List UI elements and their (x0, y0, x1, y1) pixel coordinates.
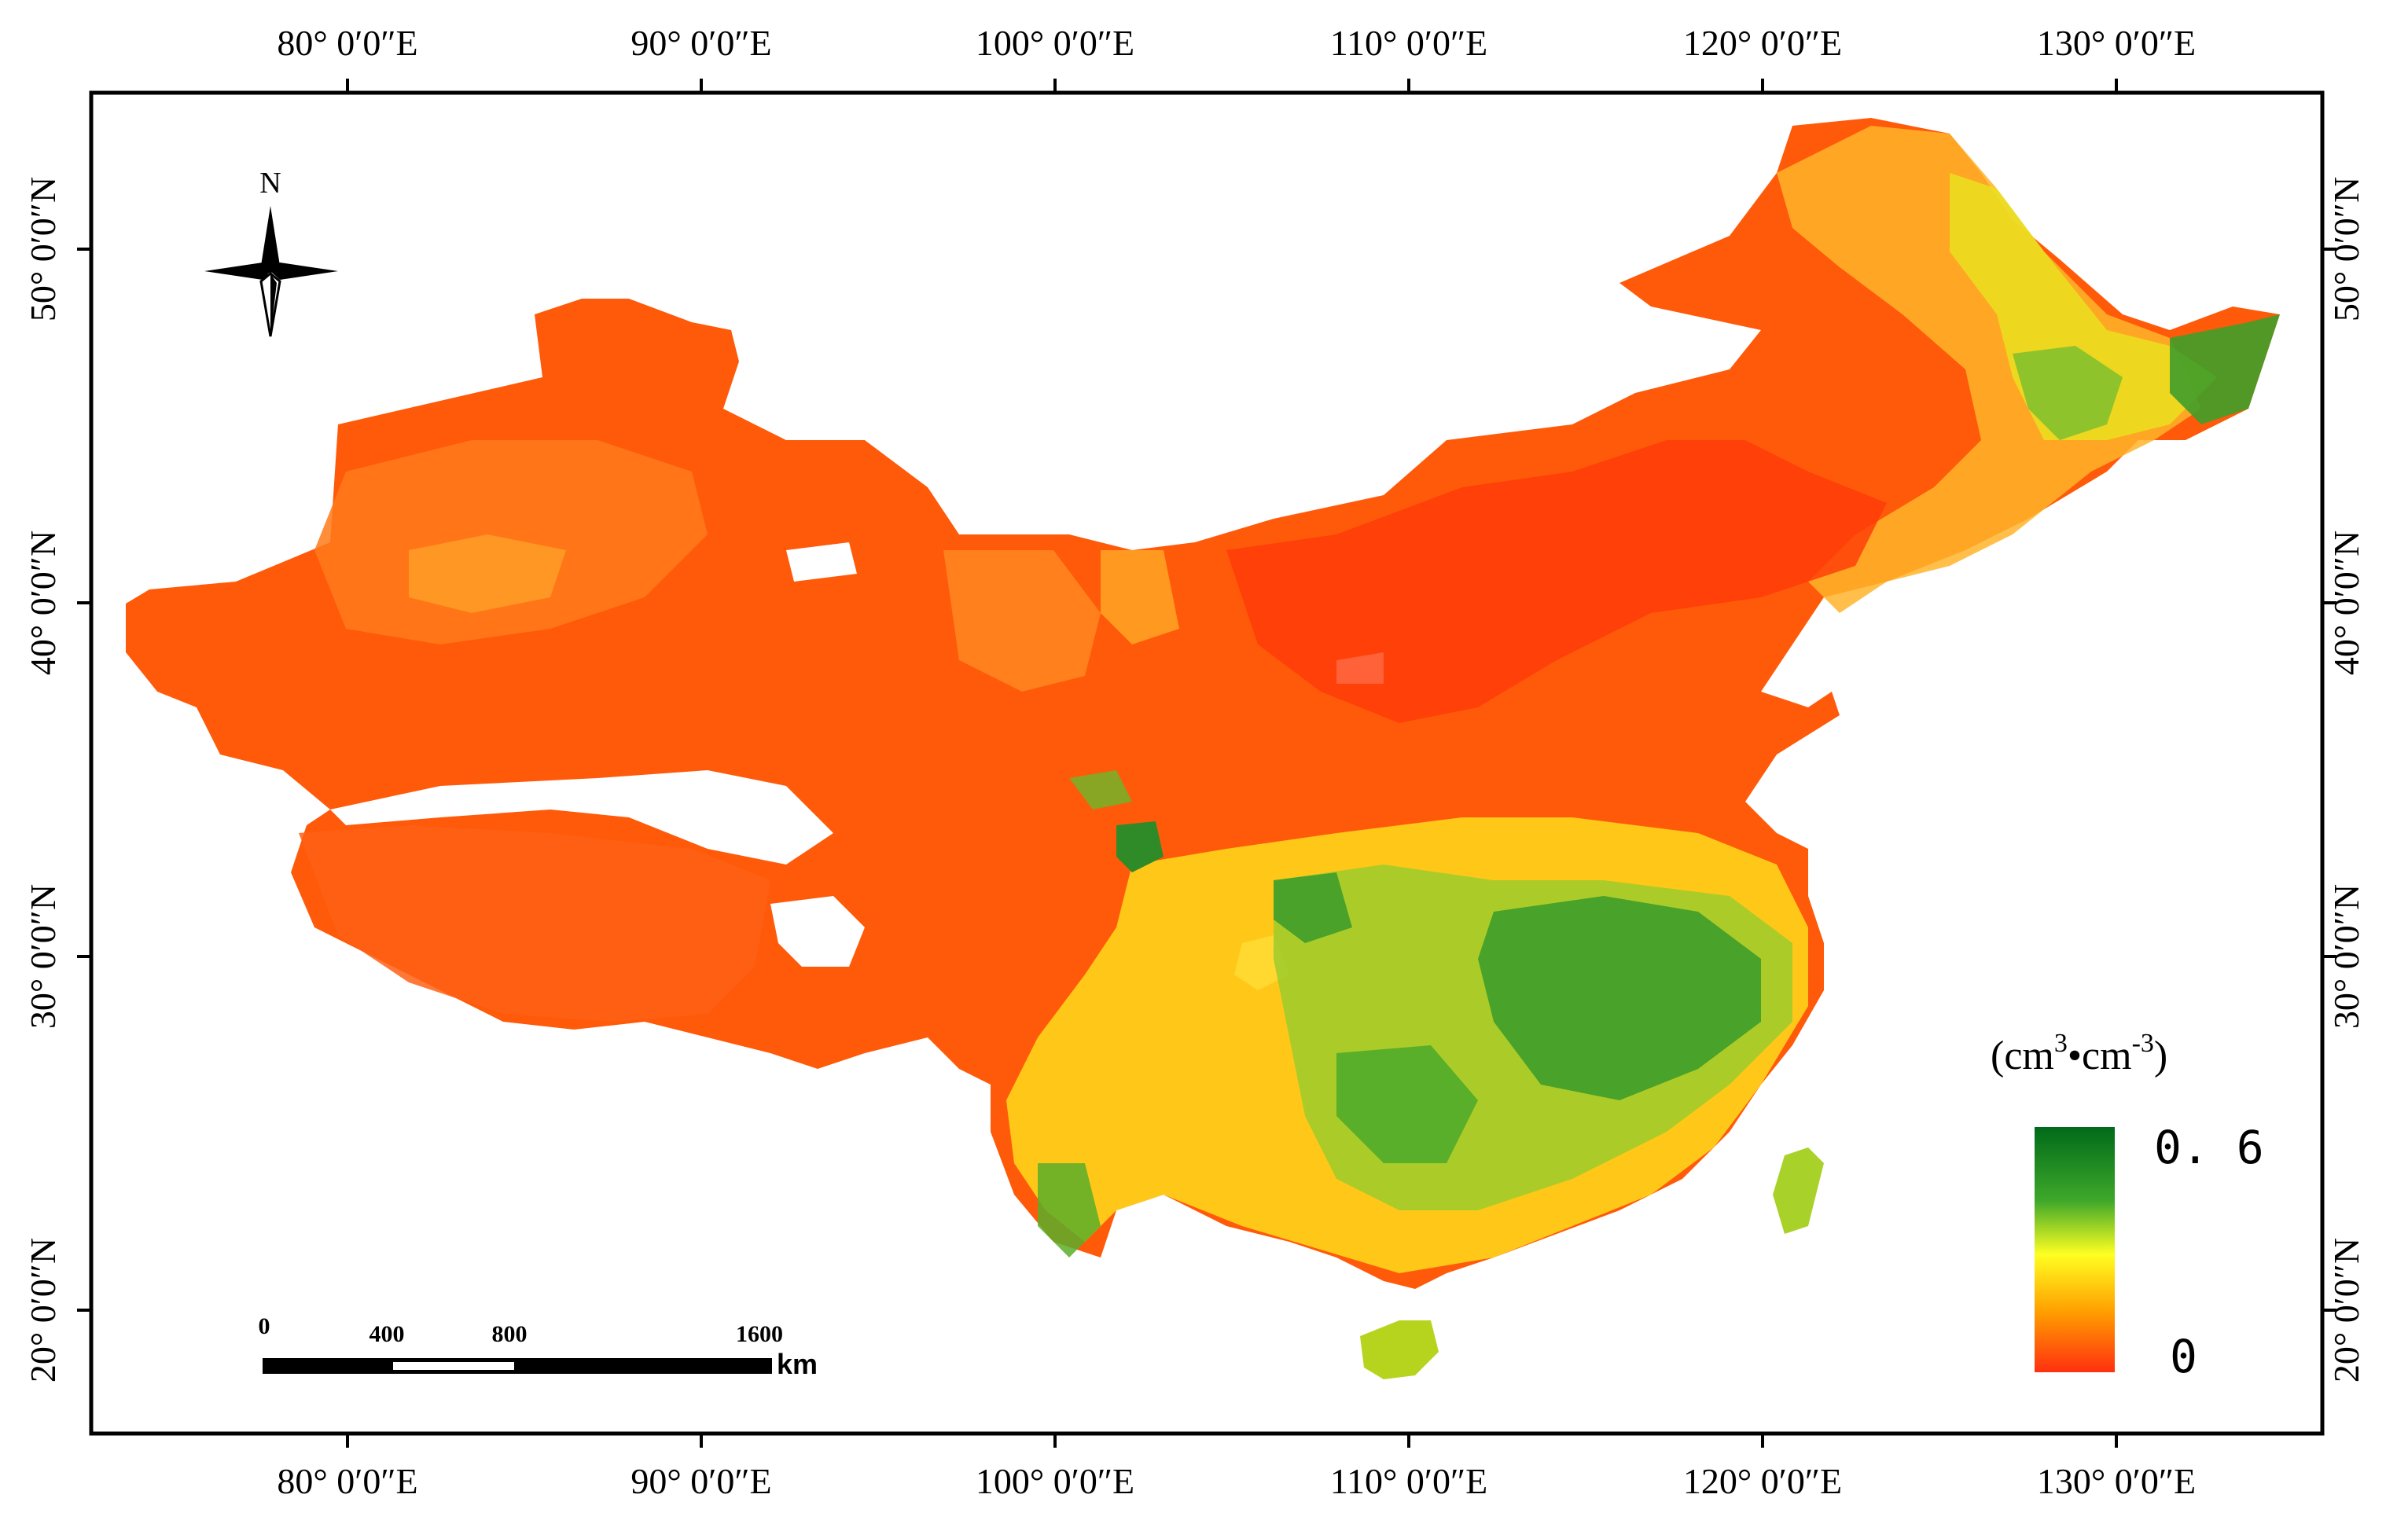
scale-tick-label: 1600 (736, 1321, 783, 1347)
lat-label: 40° 0′0″N (23, 531, 63, 675)
lon-label: 80° 0′0″E (277, 1461, 417, 1501)
scale-tick-label: 800 (492, 1321, 528, 1347)
lat-labels-left: 20° 0′0″N 30° 0′0″N 40° 0′0″N 50° 0′0″N (23, 177, 63, 1382)
lon-label: 110° 0′0″E (1330, 23, 1488, 63)
lat-ticks (77, 248, 2336, 1312)
lon-label: 100° 0′0″E (976, 23, 1134, 63)
lon-ticks (346, 79, 2118, 1448)
legend: (cm3•cm-3) 0. 6 0 (1991, 1029, 2264, 1383)
soil-moisture-raster (126, 118, 2280, 1379)
lon-label: 90° 0′0″E (630, 1461, 771, 1501)
legend-unit: (cm3•cm-3) (1991, 1029, 2167, 1078)
lat-labels-right: 20° 0′0″N 30° 0′0″N 40° 0′0″N 50° 0′0″N (2326, 177, 2366, 1382)
north-arrow: N (204, 167, 338, 337)
scale-unit: km (777, 1348, 818, 1380)
north-label: N (259, 167, 281, 200)
lat-label: 50° 0′0″N (23, 177, 63, 321)
lon-label: 100° 0′0″E (976, 1461, 1134, 1501)
lon-label: 110° 0′0″E (1330, 1461, 1488, 1501)
taiwan-island (1773, 1147, 1824, 1234)
lon-label: 120° 0′0″E (1683, 1461, 1842, 1501)
lon-label: 120° 0′0″E (1683, 23, 1842, 63)
lon-labels-bottom: 80° 0′0″E 90° 0′0″E 100° 0′0″E 110° 0′0″… (277, 1461, 2196, 1501)
lon-label: 130° 0′0″E (2037, 23, 2196, 63)
compass-icon (204, 206, 338, 337)
legend-colorbar (2035, 1127, 2115, 1372)
lat-label: 30° 0′0″N (23, 884, 63, 1029)
scale-tick-label: 0 (259, 1313, 270, 1339)
legend-max: 0. 6 (2154, 1121, 2264, 1174)
lon-label: 90° 0′0″E (630, 23, 771, 63)
lat-label: 20° 0′0″N (23, 1238, 63, 1382)
lon-label: 80° 0′0″E (277, 23, 417, 63)
lon-labels-top: 80° 0′0″E 90° 0′0″E 100° 0′0″E 110° 0′0″… (277, 23, 2196, 63)
scale-bar: 0 400 800 1600 km (259, 1313, 818, 1380)
hainan-island (1360, 1320, 1439, 1379)
scale-tick-label: 400 (369, 1321, 405, 1347)
lon-label: 130° 0′0″E (2037, 1461, 2196, 1501)
legend-min: 0 (2170, 1330, 2197, 1383)
